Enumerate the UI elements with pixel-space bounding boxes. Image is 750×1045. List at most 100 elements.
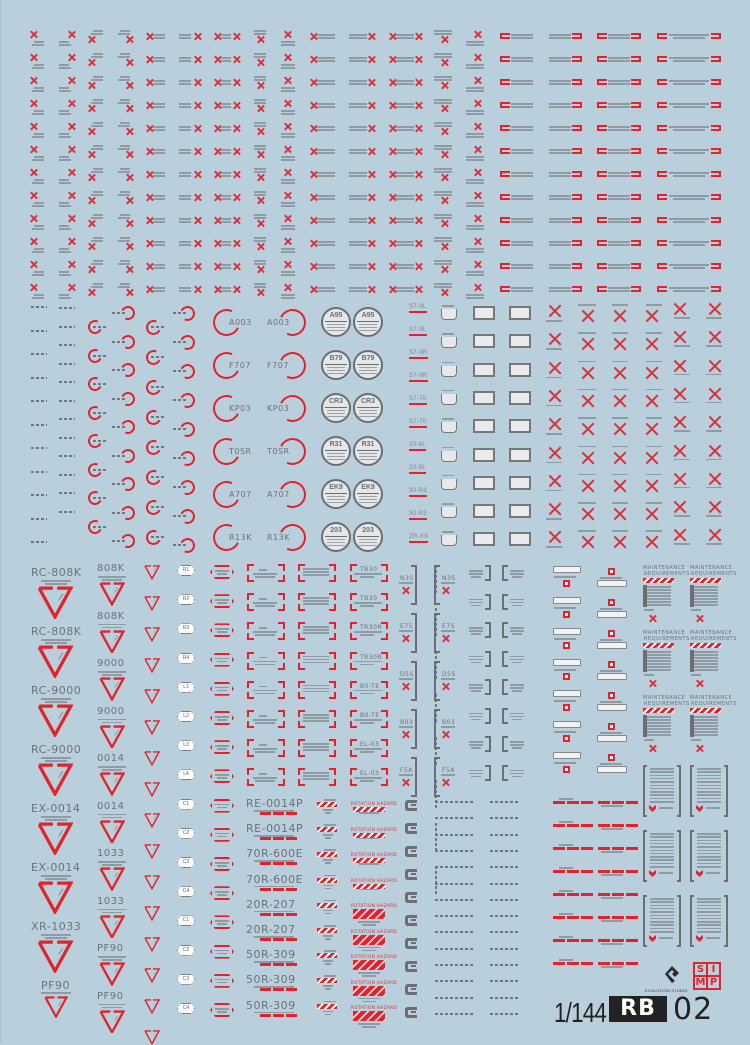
fine-print: [118, 125, 130, 127]
red-bracket-left: [500, 194, 510, 200]
warning-triangle-large-icon: [37, 881, 73, 915]
fine-print: [669, 149, 709, 151]
red-corner: [278, 564, 285, 571]
red-bracket-left: [597, 33, 607, 39]
fine-print: [354, 602, 382, 604]
fine-print: [694, 731, 718, 733]
fine-print: [442, 418, 454, 420]
fine-print: [59, 225, 69, 227]
fine-print: [510, 712, 524, 714]
caution-cross-icon: [474, 77, 481, 84]
caution-cross-icon: [368, 240, 375, 247]
red-stripe: [612, 801, 624, 804]
fine-print: [179, 244, 191, 246]
caution-cross-icon: [68, 284, 75, 291]
red-stripe: [598, 801, 610, 804]
caution-cross-icon: [284, 31, 291, 38]
red-corner: [329, 691, 336, 699]
fine-print: [221, 37, 231, 39]
fine-dash: [31, 423, 47, 426]
red-corner: [247, 564, 254, 571]
caution-cross-icon: [310, 148, 317, 155]
red-hex-outline: [210, 594, 234, 609]
fine-print: [697, 917, 721, 920]
fine-print: [41, 934, 71, 936]
fine-print: [354, 777, 382, 779]
fine-print: [396, 218, 414, 220]
bracket-code: B03: [400, 719, 414, 726]
caution-cross-icon: [284, 54, 291, 61]
fine-print: [281, 228, 295, 230]
hex-tag: L1: [177, 681, 195, 693]
red-corner: [247, 622, 254, 630]
fine-print: [362, 949, 376, 951]
fine-print: [554, 669, 576, 671]
fine-print: [546, 404, 562, 407]
ring-code: A707: [229, 490, 252, 499]
caution-cross-icon: [284, 146, 291, 153]
warning-triangle-medium-icon: [99, 1009, 125, 1034]
caution-cross-icon: [214, 194, 221, 201]
warning-triangle-large-icon: [44, 996, 68, 1019]
red-bracket-right: [711, 194, 721, 200]
red-corner: [298, 604, 305, 612]
fine-print: [546, 518, 562, 520]
caution-cross-icon: [415, 148, 422, 155]
brand-name: EVOLUTION STUDIO: [645, 988, 688, 993]
fine-print: [650, 898, 674, 900]
caution-cross-icon: [310, 56, 317, 63]
fine-print: [217, 981, 227, 984]
fine-dash: [112, 426, 126, 428]
fine-print: [221, 221, 231, 223]
fine-print: [324, 1000, 336, 1003]
fine-print: [254, 810, 294, 812]
bracket-code: D5S: [442, 671, 456, 678]
fine-print: [510, 658, 524, 660]
underlined-code: S7-9R: [409, 350, 428, 359]
fine-print: [325, 862, 331, 864]
fine-print: [317, 287, 335, 289]
fine-print: [549, 241, 571, 243]
caution-cross-icon: [389, 171, 396, 178]
caution-cross-icon: [549, 418, 561, 430]
red-stripe: [581, 847, 593, 850]
fine-print: [34, 156, 44, 158]
fine-print: [694, 598, 718, 600]
caution-cross-icon: [582, 452, 594, 464]
caution-cross-icon: [402, 731, 409, 738]
red-corner: [298, 662, 305, 670]
red-corner: [381, 710, 388, 717]
dial-code: R31: [329, 441, 343, 448]
fine-print: [253, 602, 277, 604]
hazard-stripe: [353, 883, 385, 889]
fine-print: [281, 182, 295, 184]
fine-print: [697, 921, 721, 923]
fine-print: [179, 152, 191, 154]
fine-print: [650, 787, 674, 790]
caution-cross-icon: [474, 123, 481, 130]
red-square-icon: [608, 630, 615, 637]
caution-cross-icon: [646, 395, 658, 407]
fine-print: [179, 198, 191, 200]
fine-print: [91, 194, 103, 196]
fine-print: [466, 248, 484, 250]
red-hex-outline: [210, 857, 234, 871]
red-hex-outline: [210, 915, 234, 930]
fine-print: [608, 37, 630, 39]
bracket-code: B03: [442, 719, 456, 726]
fine-print: [669, 172, 709, 174]
fine-print: [510, 573, 524, 575]
dial-badge: A95: [321, 307, 351, 337]
caution-cross-icon: [30, 238, 37, 245]
fine-dash: [490, 833, 518, 836]
caution-cross-icon: [214, 79, 221, 86]
red-bracket-right: [711, 286, 721, 292]
fine-print: [647, 604, 671, 606]
fine-print: [118, 263, 130, 265]
caution-cross-icon: [146, 263, 153, 270]
caution-cross-icon: [88, 59, 95, 66]
red-corner: [298, 633, 305, 641]
fine-print: [59, 274, 71, 276]
fine-print: [221, 152, 231, 154]
red-corner: [278, 662, 285, 670]
